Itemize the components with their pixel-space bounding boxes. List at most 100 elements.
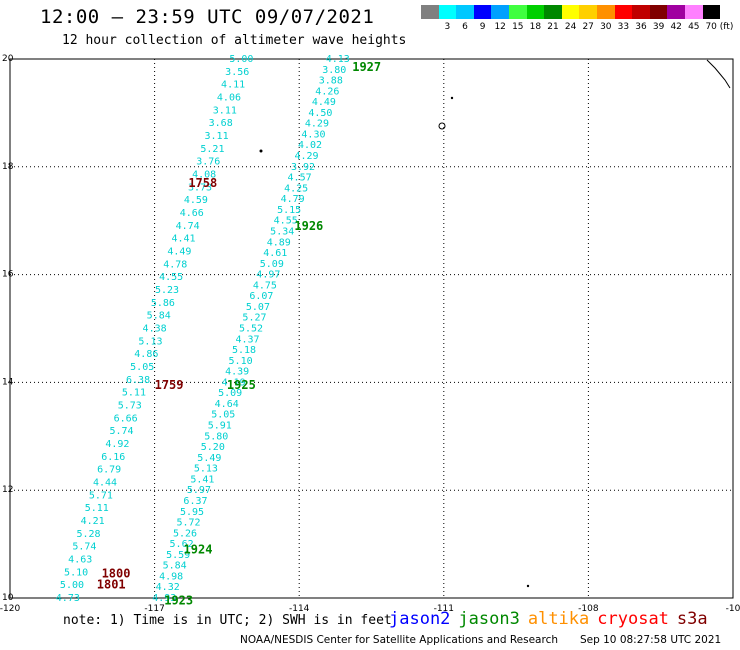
wave-height-label: 4.37 xyxy=(235,334,259,345)
longitude-tick-label: -114 xyxy=(289,604,310,614)
wave-height-label: 3.76 xyxy=(196,157,220,168)
colorbar-cell xyxy=(544,5,562,19)
colorbar-label: 39 xyxy=(652,22,665,32)
colorbar-cell xyxy=(579,5,597,19)
wave-height-label: 4.55 xyxy=(274,216,298,227)
pass-time-label: 1926 xyxy=(294,219,323,233)
legend-entry-jason3: jason3 xyxy=(458,609,520,629)
wave-height-label: 5.62 xyxy=(170,539,194,550)
wave-height-label: 5.74 xyxy=(110,426,134,437)
colorbar-label: 30 xyxy=(600,22,612,32)
wave-height-label: 5.52 xyxy=(239,324,263,335)
wave-height-label: 4.49 xyxy=(167,247,191,258)
colorbar-label: 3 xyxy=(444,22,451,32)
wave-height-label: 4.49 xyxy=(312,97,336,108)
pass-time-label: 1923 xyxy=(164,594,193,608)
colorbar-label: 12 xyxy=(494,22,506,32)
wave-height-label: 4.32 xyxy=(156,582,180,593)
longitude-tick-label: -108 xyxy=(578,604,599,614)
colorbar-cell xyxy=(526,5,545,19)
colorbar-label: 21 xyxy=(547,22,559,32)
wave-height-label: 4.78 xyxy=(163,259,187,270)
longitude-tick-label: -111 xyxy=(434,604,454,614)
wave-height-label: 5.15 xyxy=(277,205,301,216)
colorbar-label: 45 xyxy=(688,22,700,32)
wave-height-label: 6.07 xyxy=(249,291,273,302)
longitude-tick-label: -120 xyxy=(0,604,20,614)
wave-height-label: 5.34 xyxy=(270,226,294,237)
wave-height-label: 3.56 xyxy=(225,67,249,78)
colorbar-label: 42 xyxy=(670,22,682,32)
wave-height-label: 5.41 xyxy=(190,474,214,485)
latitude-tick-label: 16 xyxy=(2,270,14,280)
page-subtitle: 12 hour collection of altimeter wave hei… xyxy=(62,33,407,48)
wave-height-label: 5.59 xyxy=(166,550,190,561)
colorbar-cell xyxy=(438,5,457,19)
wave-height-label: 5.05 xyxy=(130,362,154,373)
wave-height-label: 5.00 xyxy=(60,580,84,591)
wave-height-label: 4.73 xyxy=(56,593,80,604)
wave-height-label: 4.55 xyxy=(159,272,183,283)
wave-height-label: 4.19 xyxy=(222,377,246,388)
satellite-legend: jason2 jason3 altika cryosat s3a xyxy=(389,609,716,629)
wave-height-label: 4.30 xyxy=(301,129,325,140)
wave-height-label: 4.11 xyxy=(221,80,245,91)
legend-entry-cryosat: cryosat xyxy=(597,609,669,629)
colorbar-label: 24 xyxy=(564,22,577,32)
wave-height-label: 5.95 xyxy=(180,507,204,518)
pass-time-label: 1925 xyxy=(227,378,256,392)
colorbar-labels: 3 6 9 12 15 18 21 24 27 30 33 36 39 42 45 70 (ft) xyxy=(421,22,740,34)
colorbar-cell xyxy=(473,5,492,19)
pass-time-label: 1800 xyxy=(102,567,131,581)
wave-height-label: 5.91 xyxy=(208,421,232,432)
longitude-tick-label: -10 xyxy=(726,604,740,614)
wave-height-label: 4.86 xyxy=(134,349,158,360)
wave-height-label: 5.13 xyxy=(138,336,162,347)
colorbar-cell xyxy=(667,5,685,19)
island-dot xyxy=(450,96,454,100)
wave-height-label: 4.38 xyxy=(143,324,167,335)
wave-height-label: 6.38 xyxy=(126,375,150,386)
wave-height-label: 5.27 xyxy=(242,313,266,324)
wave-height-label: 6.37 xyxy=(183,496,207,507)
wave-height-label: 3.68 xyxy=(209,118,233,129)
coastline-fragment xyxy=(706,59,731,89)
wave-height-label: 4.02 xyxy=(298,140,322,151)
wave-height-label: 4.74 xyxy=(176,221,200,232)
wave-height-label: 5.10 xyxy=(229,356,253,367)
wave-height-label: 5.49 xyxy=(197,453,221,464)
colorbar-cell xyxy=(508,5,527,19)
wave-height-label: 4.26 xyxy=(315,86,339,97)
wave-height-label: 5.11 xyxy=(85,503,109,514)
wave-height-label: 5.13 xyxy=(194,464,218,475)
wave-height-label: 3.92 xyxy=(291,162,315,173)
colorbar-label: 15 xyxy=(512,22,524,32)
colorbar-label: 27 xyxy=(582,22,594,32)
wave-height-label: 5.18 xyxy=(232,345,256,356)
colorbar-cell xyxy=(596,5,615,19)
wave-height-label: 4.61 xyxy=(263,248,287,259)
wave-height-label: 4.57 xyxy=(288,173,312,184)
wave-height-label: 4.97 xyxy=(256,270,280,281)
wave-height-label: 4.44 xyxy=(93,478,117,489)
wave-height-label: 3.11 xyxy=(205,131,229,142)
colorbar-cell xyxy=(561,5,580,19)
wave-height-label: 4.89 xyxy=(267,237,291,248)
wave-height-label: 5.72 xyxy=(176,518,200,529)
colorbar-cell xyxy=(684,5,703,19)
latitude-tick-label: 14 xyxy=(2,377,14,387)
wave-height-label: 4.50 xyxy=(308,108,332,119)
footer-note: note: 1) Time is in UTC; 2) SWH is in fe… xyxy=(63,613,392,628)
wave-height-label: 5.26 xyxy=(173,528,197,539)
latitude-tick-label: 18 xyxy=(2,162,14,172)
wave-height-label: 4.79 xyxy=(281,194,305,205)
colorbar-cell xyxy=(702,5,721,19)
wave-height-label: 5.73 xyxy=(118,401,142,412)
colorbar-label: 6 xyxy=(462,22,468,32)
wave-height-label: 5.11 xyxy=(122,388,146,399)
wave-height-label: 5.71 xyxy=(89,490,113,501)
wave-height-label: 3.11 xyxy=(213,105,237,116)
island-dot xyxy=(259,149,263,153)
wave-height-label: 5.05 xyxy=(211,410,235,421)
legend-entry-jason2: jason2 xyxy=(389,609,451,629)
